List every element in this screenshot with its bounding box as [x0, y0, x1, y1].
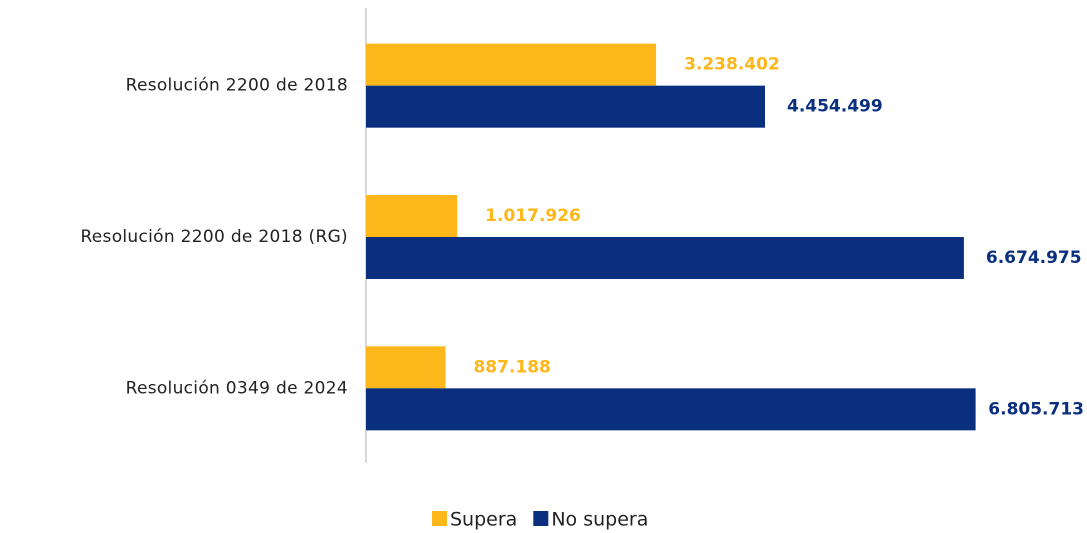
legend-swatch: [533, 511, 549, 526]
legend-label: No supera: [551, 509, 648, 531]
data-label: 6.805.713: [988, 399, 1084, 419]
y-tick-label: Resolución 2200 de 2018: [126, 76, 348, 96]
legend-swatch: [432, 511, 447, 526]
data-label: 6.674.975: [986, 248, 1082, 268]
bar: [366, 195, 458, 237]
bar: [366, 43, 657, 86]
data-label: 1.017.926: [485, 206, 581, 226]
bar: [366, 388, 976, 431]
data-label: 887.188: [473, 357, 550, 377]
legend-label: Supera: [450, 509, 517, 531]
bar: [366, 237, 964, 279]
y-tick-label: Resolución 2200 de 2018 (RG): [80, 227, 348, 247]
y-tick-label: Resolución 0349 de 2024: [126, 378, 348, 398]
data-label: 3.238.402: [684, 55, 780, 75]
bar: [366, 85, 765, 128]
bar: [366, 346, 446, 389]
data-label: 4.454.499: [787, 97, 883, 117]
